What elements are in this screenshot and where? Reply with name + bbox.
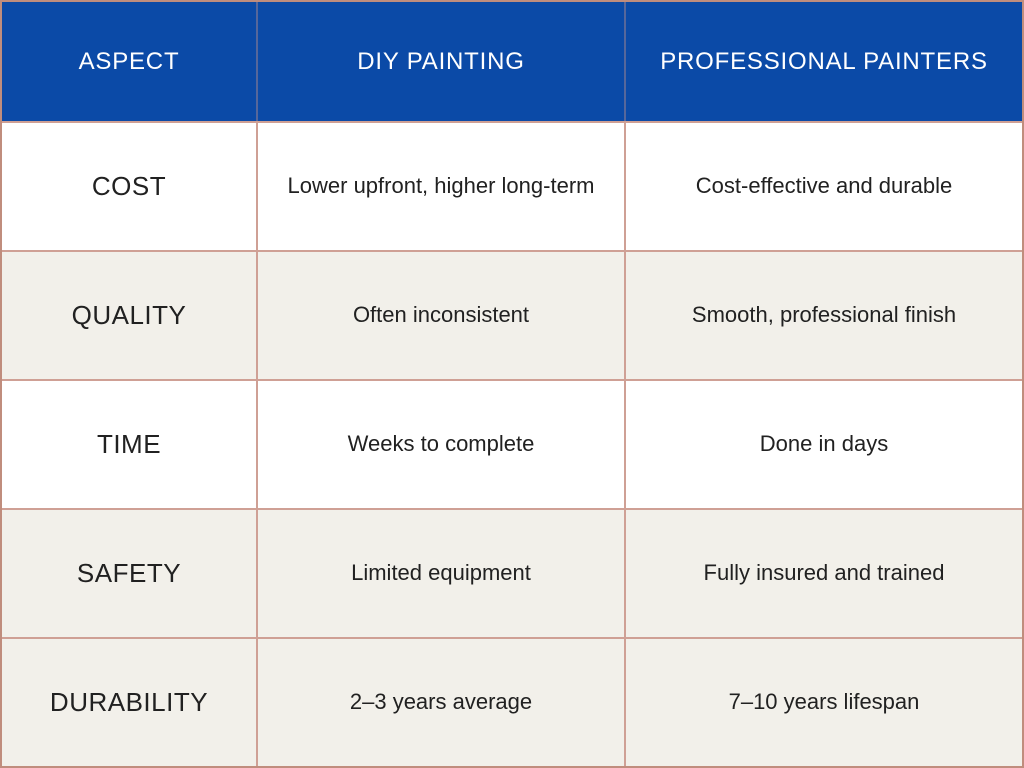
diy-painting-value: Often inconsistent xyxy=(352,302,530,328)
diy-painting-cell: Lower upfront, higher long-term xyxy=(258,121,626,250)
professional-painters-value: Cost-effective and durable xyxy=(695,173,953,199)
aspect-label: SAFETY xyxy=(76,557,182,588)
column-header-aspect-label: ASPECT xyxy=(78,47,180,75)
aspect-cell: QUALITY xyxy=(2,250,258,379)
diy-painting-cell: Limited equipment xyxy=(258,508,626,637)
column-header-professional-painters: PROFESSIONAL PAINTERS xyxy=(626,2,1022,121)
professional-painters-value: Fully insured and trained xyxy=(703,560,945,586)
professional-painters-value: Done in days xyxy=(759,431,889,457)
column-header-aspect: ASPECT xyxy=(2,2,258,121)
column-header-diy-painting-label: DIY PAINTING xyxy=(357,47,525,75)
professional-painters-cell: Cost-effective and durable xyxy=(626,121,1022,250)
aspect-label: QUALITY xyxy=(71,299,187,330)
column-header-diy-painting: DIY PAINTING xyxy=(258,2,626,121)
diy-painting-value: Lower upfront, higher long-term xyxy=(287,173,595,199)
professional-painters-cell: Smooth, professional finish xyxy=(626,250,1022,379)
diy-painting-cell: Weeks to complete xyxy=(258,379,626,508)
column-header-professional-painters-label: PROFESSIONAL PAINTERS xyxy=(660,47,988,75)
aspect-cell: SAFETY xyxy=(2,508,258,637)
professional-painters-cell: Done in days xyxy=(626,379,1022,508)
diy-painting-cell: 2–3 years average xyxy=(258,637,626,766)
aspect-cell: DURABILITY xyxy=(2,637,258,766)
diy-painting-cell: Often inconsistent xyxy=(258,250,626,379)
professional-painters-cell: Fully insured and trained xyxy=(626,508,1022,637)
aspect-label: TIME xyxy=(96,428,162,459)
professional-painters-cell: 7–10 years lifespan xyxy=(626,637,1022,766)
aspect-cell: TIME xyxy=(2,379,258,508)
diy-painting-value: Weeks to complete xyxy=(347,431,535,457)
diy-painting-value: Limited equipment xyxy=(351,560,531,586)
professional-painters-value: 7–10 years lifespan xyxy=(728,689,920,715)
diy-painting-value: 2–3 years average xyxy=(349,689,533,715)
aspect-label: COST xyxy=(91,170,167,201)
professional-painters-value: Smooth, professional finish xyxy=(691,302,957,328)
aspect-label: DURABILITY xyxy=(49,686,209,717)
aspect-cell: COST xyxy=(2,121,258,250)
